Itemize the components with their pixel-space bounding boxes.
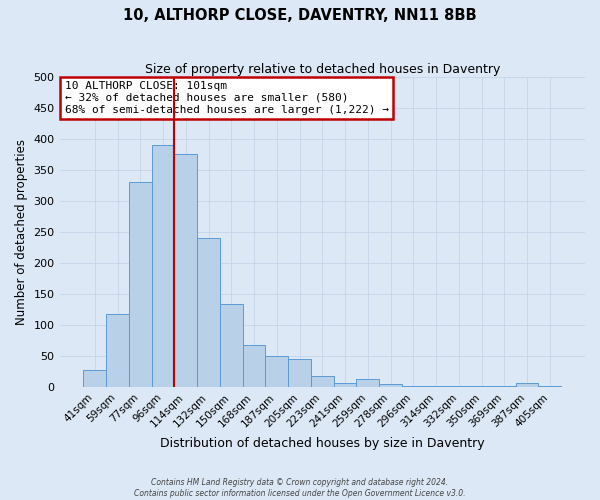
Bar — [220, 304, 242, 387]
Bar — [538, 386, 561, 387]
Text: 10 ALTHORP CLOSE: 101sqm
← 32% of detached houses are smaller (580)
68% of semi-: 10 ALTHORP CLOSE: 101sqm ← 32% of detach… — [65, 82, 389, 114]
Title: Size of property relative to detached houses in Daventry: Size of property relative to detached ho… — [145, 62, 500, 76]
Bar — [356, 379, 379, 387]
Bar — [425, 386, 448, 387]
Bar — [311, 376, 334, 387]
Text: 10, ALTHORP CLOSE, DAVENTRY, NN11 8BB: 10, ALTHORP CLOSE, DAVENTRY, NN11 8BB — [123, 8, 477, 22]
Bar — [265, 356, 288, 387]
Bar — [197, 238, 220, 387]
Bar — [470, 386, 493, 387]
Bar — [448, 386, 470, 387]
X-axis label: Distribution of detached houses by size in Daventry: Distribution of detached houses by size … — [160, 437, 485, 450]
Bar — [152, 145, 175, 387]
Bar — [379, 384, 402, 387]
Text: Contains HM Land Registry data © Crown copyright and database right 2024.
Contai: Contains HM Land Registry data © Crown c… — [134, 478, 466, 498]
Bar — [242, 344, 265, 387]
Bar — [334, 383, 356, 387]
Y-axis label: Number of detached properties: Number of detached properties — [15, 139, 28, 325]
Bar — [515, 382, 538, 387]
Bar — [288, 359, 311, 387]
Bar — [106, 314, 129, 387]
Bar — [129, 182, 152, 387]
Bar — [493, 386, 515, 387]
Bar — [83, 370, 106, 387]
Bar — [402, 386, 425, 387]
Bar — [175, 154, 197, 387]
